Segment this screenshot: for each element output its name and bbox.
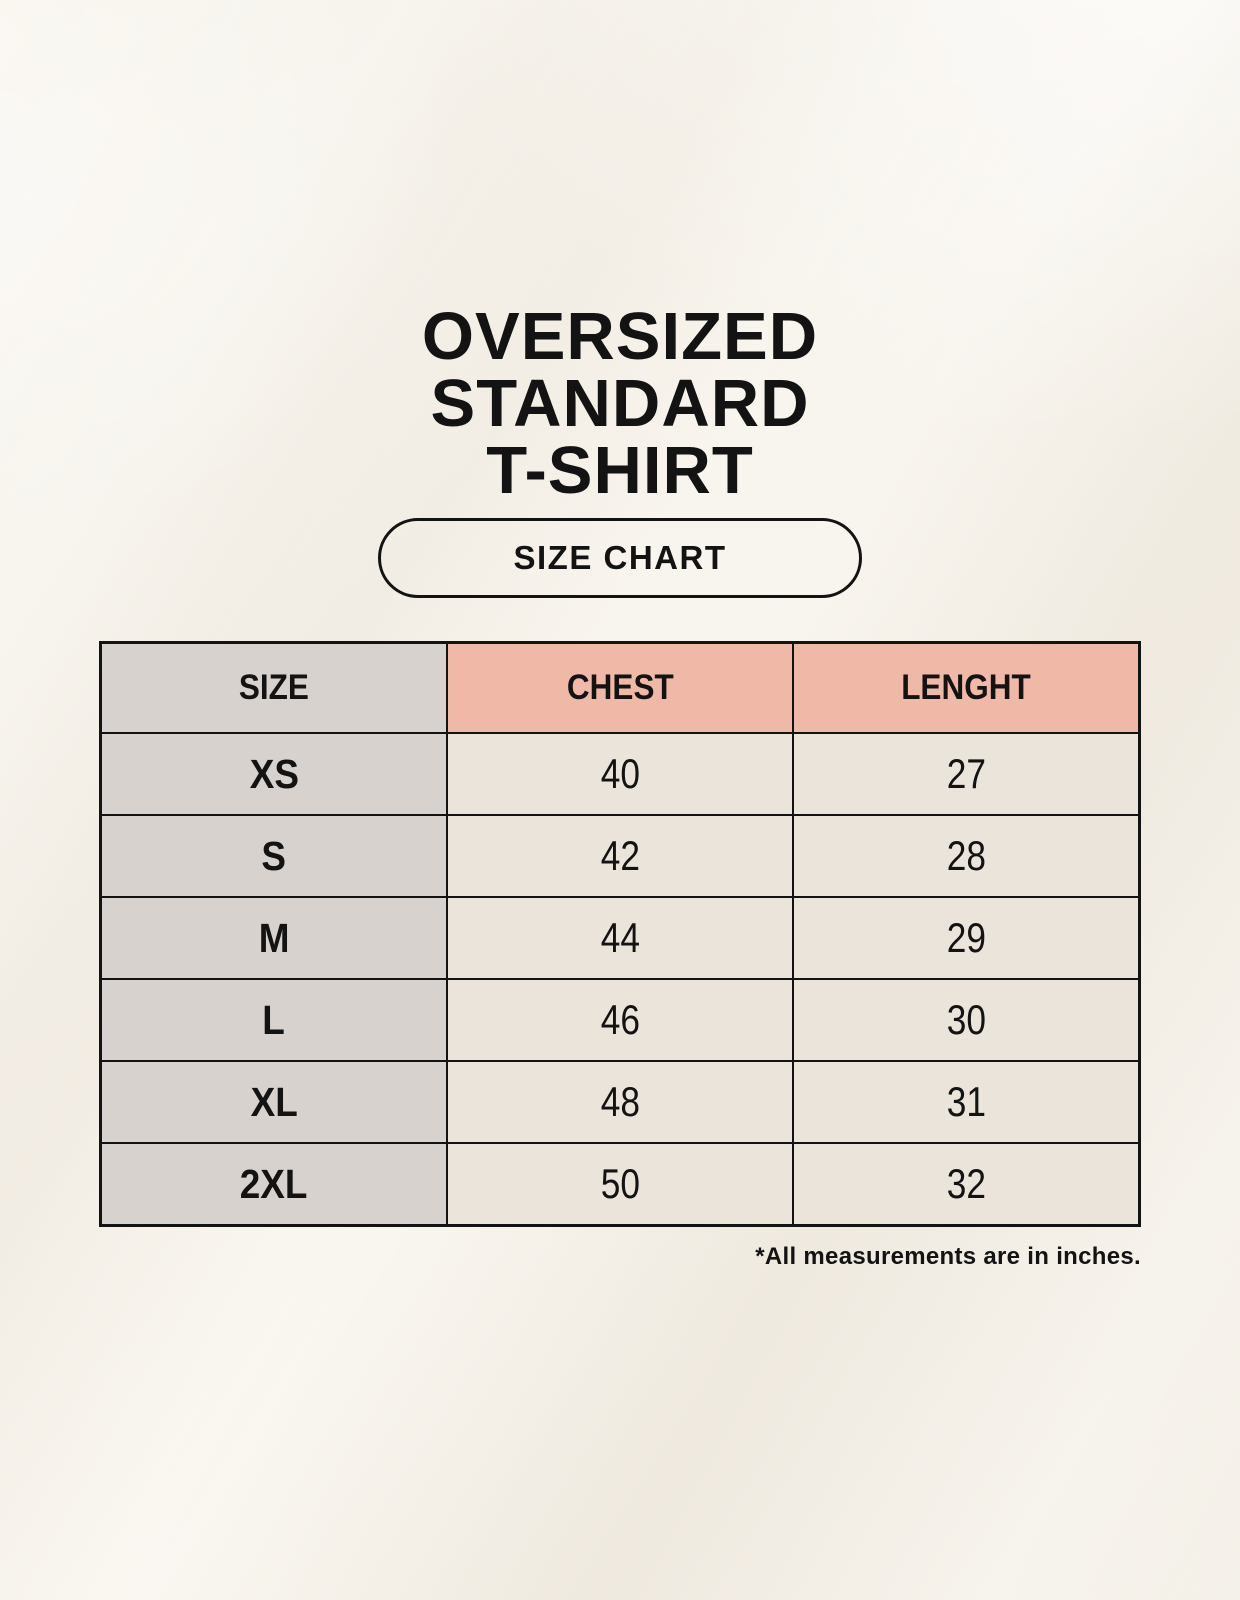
column-header-chest: CHEST [445, 641, 795, 734]
length-cell: 31 [792, 1060, 1141, 1144]
chest-value: 46 [600, 996, 640, 1043]
length-cell: 29 [792, 896, 1141, 980]
size-value: XL [250, 1078, 298, 1125]
chest-value: 48 [600, 1078, 640, 1125]
chest-cell: 40 [445, 732, 795, 816]
size-cell: 2XL [99, 1142, 448, 1227]
chest-value: 40 [600, 750, 640, 797]
length-value: 30 [946, 996, 986, 1043]
size-value: M [258, 914, 290, 961]
size-table: SIZE CHEST LENGHT XS 40 27 S 42 28 M 44 … [99, 641, 1141, 1227]
size-cell: L [99, 978, 448, 1062]
chest-cell: 46 [445, 978, 795, 1062]
product-title: OVERSIZED STANDARD T-SHIRT [0, 303, 1240, 504]
size-value: S [261, 832, 287, 879]
length-cell: 28 [792, 814, 1141, 898]
footnote: *All measurements are in inches. [755, 1243, 1141, 1270]
length-value: 29 [946, 914, 986, 961]
size-chart-badge: SIZE CHART [378, 518, 862, 598]
size-value: 2XL [240, 1160, 308, 1207]
column-header-length: LENGHT [792, 641, 1141, 734]
chest-cell: 48 [445, 1060, 795, 1144]
table-row: M 44 29 [99, 896, 1141, 980]
chest-value: 42 [600, 832, 640, 879]
product-title-line: STANDARD [430, 365, 810, 441]
chest-cell: 50 [445, 1142, 795, 1227]
table-row: XL 48 31 [99, 1060, 1141, 1144]
column-header-size: SIZE [99, 641, 448, 734]
size-cell: XL [99, 1060, 448, 1144]
size-value: L [262, 996, 286, 1043]
product-title-line: T-SHIRT [486, 432, 754, 508]
column-header-size-label: SIZE [238, 668, 309, 707]
size-cell: XS [99, 732, 448, 816]
length-value: 31 [946, 1078, 986, 1125]
chest-cell: 42 [445, 814, 795, 898]
table-row: L 46 30 [99, 978, 1141, 1062]
table-row: S 42 28 [99, 814, 1141, 898]
length-value: 27 [946, 750, 986, 797]
length-cell: 30 [792, 978, 1141, 1062]
length-cell: 32 [792, 1142, 1141, 1227]
column-header-chest-label: CHEST [566, 668, 674, 707]
chest-value: 50 [600, 1160, 640, 1207]
size-value: XS [249, 750, 299, 797]
column-header-length-label: LENGHT [901, 668, 1031, 707]
table-row: XS 40 27 [99, 732, 1141, 816]
product-title-line: OVERSIZED [421, 298, 819, 374]
size-cell: M [99, 896, 448, 980]
size-cell: S [99, 814, 448, 898]
table-header-row: SIZE CHEST LENGHT [99, 641, 1141, 734]
chest-value: 44 [600, 914, 640, 961]
size-chart-badge-label: SIZE CHART [513, 539, 727, 576]
length-value: 28 [946, 832, 986, 879]
table-row: 2XL 50 32 [99, 1142, 1141, 1227]
chest-cell: 44 [445, 896, 795, 980]
length-cell: 27 [792, 732, 1141, 816]
length-value: 32 [946, 1160, 986, 1207]
